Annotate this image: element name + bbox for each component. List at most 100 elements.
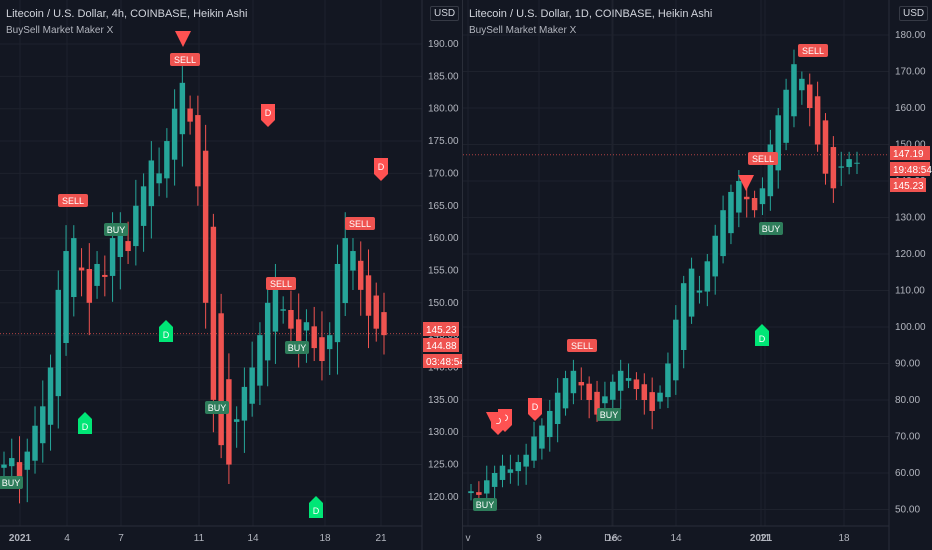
price-tick-label: 170.00 (428, 168, 459, 179)
candle-body (117, 225, 124, 258)
candle-body (617, 370, 624, 391)
candle-body (187, 108, 193, 122)
chart-canvas-right[interactable]: 180.00170.00160.00150.00140.00130.00120.… (463, 0, 932, 550)
time-tick-label: 14 (670, 533, 682, 544)
candle-body (468, 491, 474, 494)
candle-body (9, 458, 15, 467)
candle-body (578, 382, 585, 386)
time-tick-label: 18 (838, 533, 850, 544)
candle-body (491, 473, 498, 487)
candle-body (783, 89, 789, 143)
price-tag-label: 19:48:54 (893, 165, 932, 176)
buy-signal-label-box (205, 401, 229, 414)
price-tick-label: 110.00 (895, 286, 925, 297)
candle-body (633, 379, 640, 390)
candle-body (373, 295, 379, 329)
candle-body (272, 289, 279, 332)
price-tag-box (423, 338, 459, 352)
candle-body (625, 378, 632, 381)
candle-body (86, 269, 93, 303)
price-tick-label: 190.00 (428, 39, 459, 50)
candle-body (775, 115, 781, 171)
candle-body (696, 290, 703, 293)
price-tick-label: 120.00 (895, 249, 926, 260)
candle-body (854, 162, 860, 164)
candle-body (657, 392, 663, 402)
candle-body (257, 335, 263, 386)
buy-signal-label-box (759, 222, 783, 235)
signal-label: BUY (762, 224, 781, 234)
signal-label: BUY (208, 403, 227, 413)
signal-label: D (759, 334, 766, 344)
candle-body (641, 384, 648, 400)
candle-body (712, 235, 718, 277)
chart-pane-right[interactable]: 180.00170.00160.00150.00140.00130.00120.… (463, 0, 932, 550)
price-tick-label: 120.00 (428, 492, 459, 503)
candle-body (303, 322, 310, 331)
signal-label: SELL (802, 46, 824, 56)
sell-signal-label-box (266, 277, 296, 290)
signal-label: BUY (476, 500, 495, 510)
candle-body (233, 419, 240, 422)
signal-label: SELL (270, 279, 292, 289)
chart-title-right: Litecoin / U.S. Dollar, 1D, COINBASE, He… (469, 8, 713, 20)
chart-title-left: Litecoin / U.S. Dollar, 4h, COINBASE, He… (6, 8, 248, 20)
sell-signal-label-box (58, 194, 88, 207)
candle-body (539, 425, 545, 449)
candle-body (264, 302, 271, 361)
candle-body (381, 312, 387, 336)
sell-signal-marker (528, 398, 542, 421)
price-tick-label: 160.00 (895, 103, 926, 114)
currency-label-right[interactable]: USD (899, 6, 929, 21)
signal-label: D (163, 330, 170, 340)
candle-body (280, 309, 286, 311)
sell-arrow-icon (738, 175, 754, 191)
time-tick-label: 21 (375, 533, 387, 544)
candle-body (791, 64, 797, 117)
candle-body (140, 186, 147, 226)
price-tick-label: 60.00 (895, 468, 920, 479)
candle-body (483, 480, 490, 494)
price-tick-label: 175.00 (428, 136, 459, 147)
candle-body (594, 391, 600, 415)
price-tag-label: 145.23 (893, 181, 924, 192)
price-tick-label: 50.00 (895, 505, 920, 516)
time-tick-label: 11 (760, 533, 771, 544)
chart-pane-left[interactable]: 190.00 185.00 180.00 175.00 170.00 165.00 160.… (0, 0, 463, 550)
time-tick-label: 2021 (9, 533, 32, 544)
candle-body (680, 283, 687, 351)
sell-signal-label-box (798, 44, 828, 57)
price-tag-label: 144.88 (426, 341, 457, 352)
candle-body (751, 198, 758, 211)
signal-label: SELL (571, 341, 593, 351)
chart-canvas-left[interactable]: 190.00 185.00 180.00 175.00 170.00 165.00 160.… (0, 0, 462, 550)
signal-label: D (502, 413, 509, 423)
price-tick-label: 80.00 (895, 395, 920, 406)
price-tick-label: 100.00 (895, 322, 926, 333)
buy-signal-marker (78, 412, 92, 434)
price-tick-label: 70.00 (895, 432, 920, 443)
price-tag-label: 03:48:54 (426, 357, 462, 368)
candle-body (365, 275, 372, 316)
candle-body (32, 425, 38, 461)
signal-label: D (532, 402, 539, 412)
candle-body (838, 166, 845, 168)
indicator-label-left[interactable]: BuySell Market Maker X (6, 25, 114, 36)
candle-body (71, 238, 77, 298)
candle-body (24, 451, 30, 470)
candle-body (610, 381, 616, 400)
indicator-label-right[interactable]: BuySell Market Maker X (469, 25, 577, 36)
candle-body (799, 78, 805, 91)
price-tick-label: 135.00 (428, 395, 459, 406)
candle-body (570, 370, 577, 394)
buy-signal-label-box (104, 223, 128, 236)
price-tag-label: 145.23 (426, 325, 457, 336)
currency-label-left[interactable]: USD (430, 6, 460, 21)
candle-body (55, 289, 61, 397)
sell-arrow-icon (175, 31, 191, 47)
sell-signal-label-box (567, 339, 597, 352)
candle-body (202, 150, 209, 303)
candle-body (562, 378, 569, 409)
signal-label: D (265, 108, 272, 118)
candle-body (195, 115, 201, 187)
